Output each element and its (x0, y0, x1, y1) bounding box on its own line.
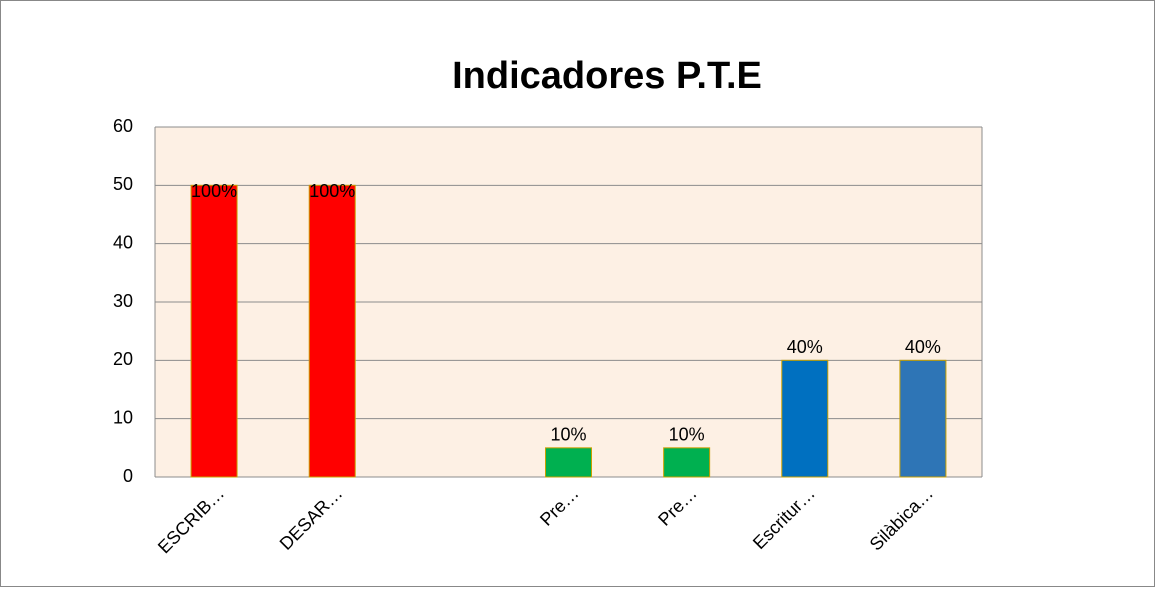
data-label: 40% (787, 337, 823, 357)
data-label: 40% (905, 337, 941, 357)
data-label: 100% (309, 181, 355, 201)
bar (308, 184, 356, 478)
bar (781, 359, 829, 478)
bar (190, 184, 238, 478)
data-label: 100% (191, 181, 237, 201)
y-tick-label: 0 (123, 466, 133, 486)
y-tick-label: 10 (113, 407, 133, 427)
y-tick-label: 30 (113, 291, 133, 311)
data-label: 10% (550, 425, 586, 445)
data-label: 10% (669, 425, 705, 445)
bar (899, 359, 947, 478)
y-tick-label: 20 (113, 349, 133, 369)
chart-title: Indicadores P.T.E (452, 55, 762, 97)
bar (545, 447, 592, 478)
bar (663, 447, 711, 478)
y-tick-label: 50 (113, 174, 133, 194)
y-tick-label: 60 (113, 116, 133, 136)
y-tick-label: 40 (113, 232, 133, 252)
